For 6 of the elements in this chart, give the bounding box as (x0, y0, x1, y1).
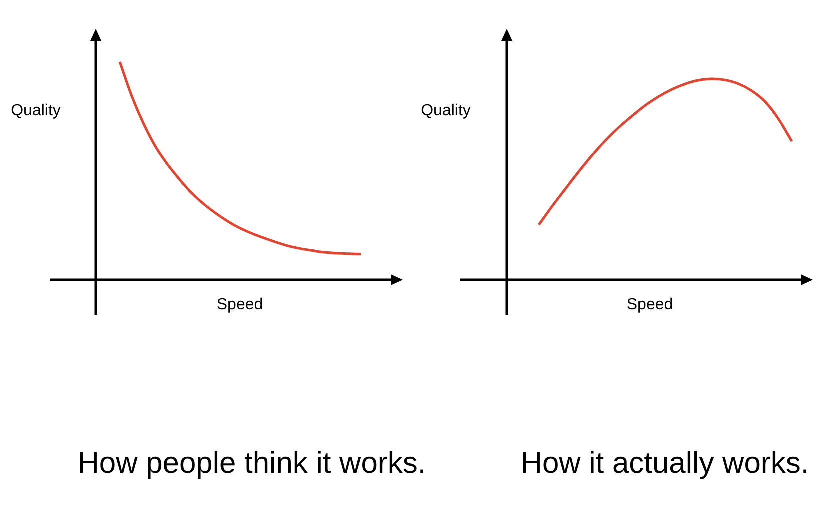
y-axis-title: Quality (11, 102, 61, 120)
y-axis-title: Quality (421, 102, 471, 120)
text: How it actually works. (520, 447, 810, 480)
text: How people think it works. (78, 447, 426, 480)
x-axis-title: Speed (216, 296, 264, 314)
x-axis-title: Speed (626, 296, 674, 314)
